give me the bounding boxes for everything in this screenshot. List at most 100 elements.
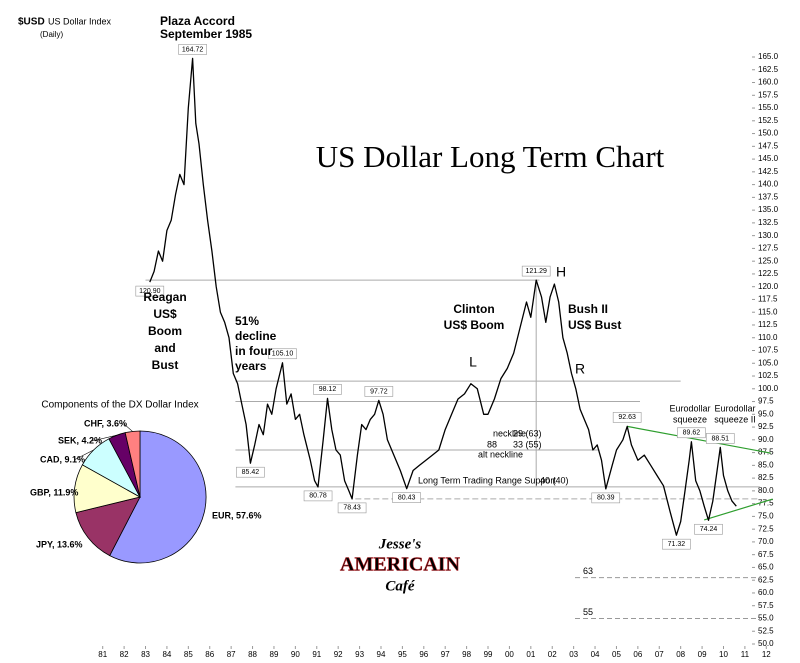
y-tick-label: 112.5	[758, 320, 778, 329]
x-tick-label: 96	[419, 650, 428, 659]
y-tick-label: 105.0	[758, 358, 779, 367]
value-label-box	[591, 492, 621, 504]
y-tick-label: 85.0	[758, 460, 774, 469]
value-label-box	[677, 427, 706, 439]
ticker: $USD	[18, 17, 45, 28]
y-tick-label: 110.0	[758, 333, 778, 342]
x-tick-label: 83	[141, 650, 150, 659]
x-tick-label: 08	[676, 650, 685, 659]
annotation: squeeze	[673, 414, 707, 424]
annotation: decline	[235, 329, 277, 343]
value-label-box	[178, 44, 207, 55]
y-tick-label: 145.0	[758, 154, 779, 163]
x-tick-label: 95	[398, 650, 407, 659]
annotation: and	[154, 341, 175, 355]
y-tick-label: 77.5	[758, 499, 774, 508]
value-label: 74.24	[700, 526, 718, 533]
annotation: 88	[487, 439, 497, 449]
value-label-box	[705, 433, 735, 444]
leader-line	[91, 434, 117, 442]
x-tick-label: 01	[526, 650, 535, 659]
value-label-box	[268, 348, 297, 360]
value-label: 121.29	[525, 268, 547, 275]
subtitle: US Dollar Index	[48, 16, 112, 26]
x-tick-label: 99	[484, 650, 493, 659]
value-label: 105.10	[272, 351, 294, 358]
x-tick-label: 10	[719, 650, 728, 659]
value-label-box	[662, 538, 691, 550]
y-tick-label: 115.0	[758, 307, 778, 316]
y-tick-label: 70.0	[758, 537, 774, 546]
annotation: in four	[235, 344, 273, 358]
annotation: Café	[385, 578, 416, 594]
annotation: L	[469, 354, 477, 370]
pie-label: JPY, 13.6%	[36, 539, 83, 549]
value-label-box	[694, 523, 723, 535]
x-tick-label: 09	[698, 650, 707, 659]
x-tick-label: 11	[741, 650, 750, 659]
target-label: 55	[583, 607, 593, 617]
pie-label: SEK, 4.2%	[58, 435, 102, 445]
note: (Daily)	[40, 30, 63, 39]
annotation: 29 (63)	[513, 428, 542, 438]
annotation: R	[575, 361, 585, 377]
annotation: Boom	[148, 324, 182, 338]
x-tick-label: 89	[270, 650, 279, 659]
x-tick-label: 12	[762, 650, 771, 659]
x-tick-label: 88	[248, 650, 257, 659]
pie-label: CHF, 3.6%	[84, 418, 127, 428]
trendline	[627, 425, 771, 454]
y-tick-label: 120.0	[758, 282, 779, 291]
y-tick-label: 80.0	[758, 486, 774, 495]
y-tick-label: 157.5	[758, 90, 779, 99]
value-label: 98.12	[319, 386, 337, 393]
value-label-box	[313, 384, 342, 395]
target-label: 63	[583, 566, 593, 576]
y-tick-label: 50.0	[758, 639, 774, 648]
value-label-box	[521, 265, 551, 277]
annotation: September 1985	[160, 27, 252, 41]
y-tick-label: 162.5	[758, 65, 779, 74]
x-tick-label: 82	[120, 650, 129, 659]
annotation: Eurodollar	[714, 403, 755, 413]
y-tick-label: 125.0	[758, 256, 779, 265]
y-tick-label: 160.0	[758, 78, 779, 87]
x-tick-label: 87	[227, 650, 236, 659]
value-label: 97.72	[370, 388, 388, 395]
y-tick-label: 62.5	[758, 575, 774, 584]
y-tick-label: 67.5	[758, 550, 774, 559]
value-label-box	[303, 490, 333, 502]
x-tick-label: 91	[312, 650, 321, 659]
annotation: AMERICAIN	[340, 554, 461, 576]
x-tick-label: 05	[612, 650, 621, 659]
annotation: 51%	[235, 314, 259, 328]
x-tick-label: 97	[441, 650, 450, 659]
x-tick-label: 93	[355, 650, 364, 659]
x-tick-label: 90	[291, 650, 300, 659]
y-tick-label: 132.5	[758, 218, 779, 227]
y-tick-label: 117.5	[758, 295, 778, 304]
y-tick-label: 165.0	[758, 52, 779, 61]
x-tick-label: 81	[98, 650, 107, 659]
y-tick-label: 140.0	[758, 180, 779, 189]
annotation: US$ Boom	[444, 318, 505, 332]
annotation: alt neckline	[478, 449, 523, 459]
value-label: 80.78	[309, 493, 327, 500]
y-tick-label: 72.5	[758, 524, 774, 533]
pie-label: CAD, 9.1%	[40, 454, 85, 464]
annotation: 33 (55)	[513, 439, 542, 449]
annotation: 40 (40)	[540, 475, 569, 485]
value-label: 80.39	[597, 495, 615, 502]
x-tick-label: 03	[569, 650, 578, 659]
y-tick-label: 55.0	[758, 614, 774, 623]
x-tick-label: 92	[334, 650, 343, 659]
trendline	[704, 498, 773, 521]
annotation: H	[556, 264, 566, 280]
value-label-box	[392, 492, 421, 503]
y-tick-label: 92.5	[758, 422, 774, 431]
pie-title: Components of the DX Dollar Index	[41, 400, 198, 411]
annotation: US$	[153, 307, 177, 321]
value-label: 78.43	[343, 505, 361, 512]
y-tick-label: 95.0	[758, 409, 774, 418]
